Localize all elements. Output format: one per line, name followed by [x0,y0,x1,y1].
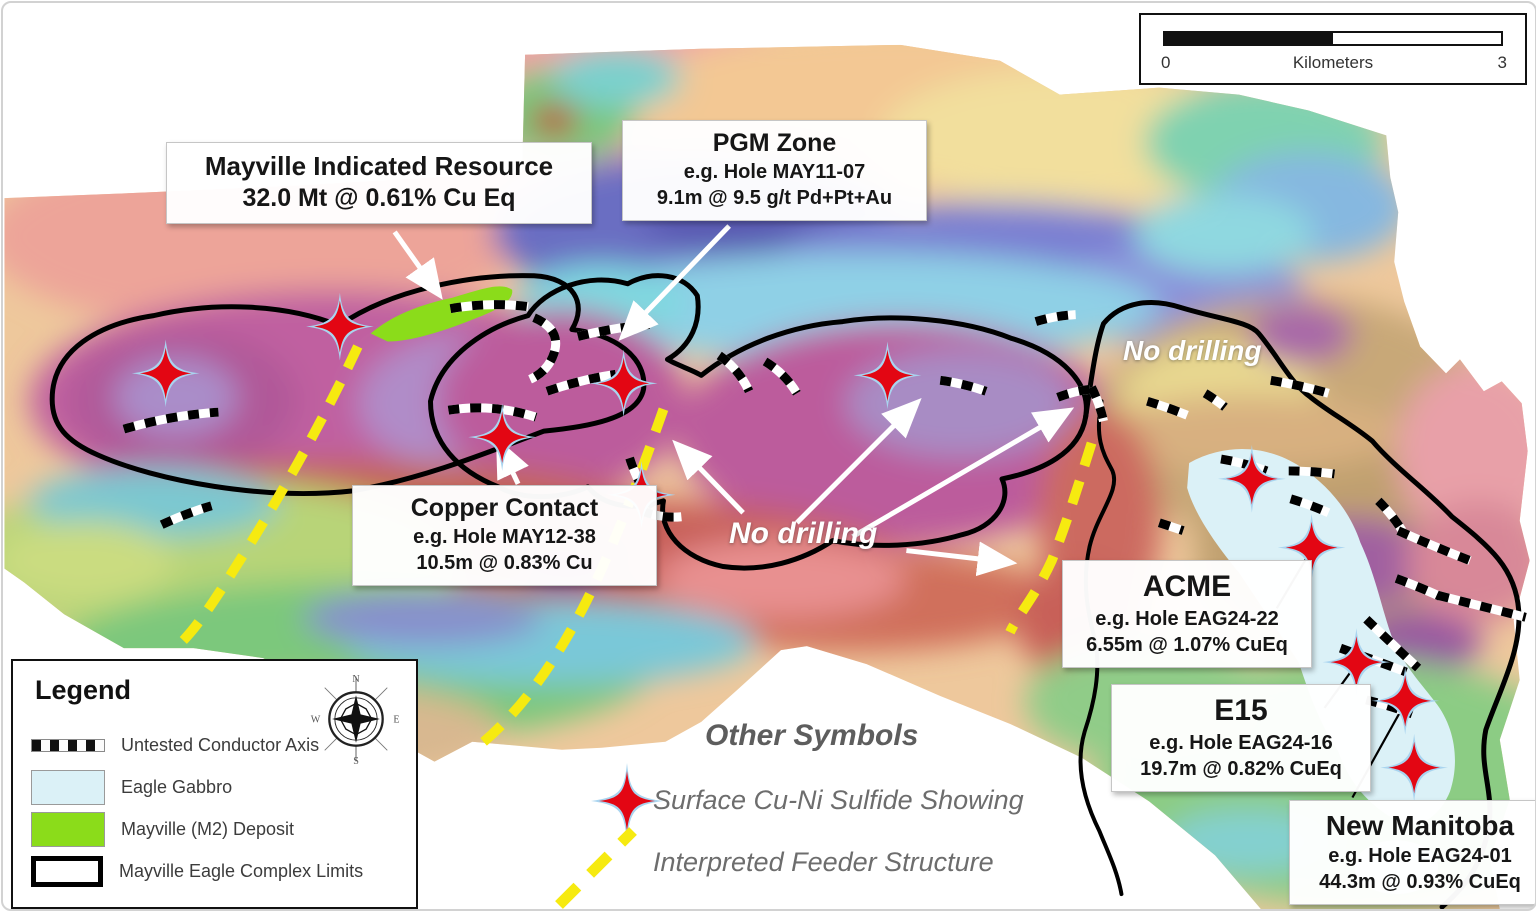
callout-copper-contact: Copper Contact e.g. Hole MAY12-38 10.5m … [352,485,657,587]
conductor-axis-swatch-icon [31,738,105,752]
callout-pgm: PGM Zone e.g. Hole MAY11-07 9.1m @ 9.5 g… [622,120,927,222]
callout-title: E15 [1214,694,1268,727]
callout-acme: ACME e.g. Hole EAG24-22 6.55m @ 1.07% Cu… [1062,560,1312,668]
cu-ni-showing-legend-icon [591,763,663,841]
callout-mayville: Mayville Indicated Resource 32.0 Mt @ 0.… [166,142,592,224]
complex-limits-swatch-icon [31,855,103,887]
callout-title: ACME [1142,570,1232,603]
legend-item-label: Mayville (M2) Deposit [121,818,295,839]
scale-bar: 0 Kilometers 3 [1139,13,1527,85]
feeder-structure-label: Interpreted Feeder Structure [653,847,994,877]
scale-end: 3 [1497,53,1507,72]
feeder-structure-lines [178,344,1097,749]
callout-hole: e.g. Hole EAG24-22 [1095,607,1279,630]
callout-value: 6.55m @ 1.07% CuEq [1086,633,1288,656]
legend-item-gabbro: Eagle Gabbro [31,769,232,805]
callout-title: PGM Zone [712,129,837,157]
callout-value: 19.7m @ 0.82% CuEq [1140,757,1342,780]
annotation-arrows [392,224,1075,577]
legend-item-conductor: Untested Conductor Axis [31,727,319,763]
feeder-structure-legend-icon [555,827,637,909]
no-drilling-label-south: No drilling [729,517,878,550]
callout-value: 9.1m @ 9.5 g/t Pd+Pt+Au [656,187,893,210]
no-drilling-label-north: No drilling [1123,335,1262,366]
callout-title: Mayville Indicated Resource [204,151,554,181]
callout-title: New Manitoba [1325,810,1515,841]
callout-hole: e.g. Hole EAG24-01 [1328,845,1512,867]
callout-hole: e.g. Hole MAY12-38 [413,526,596,549]
legend-panel: Legend N E S W Untested Conductor Axis E… [11,659,418,909]
svg-text:N: N [352,674,360,685]
compass-rose-icon: N E S W [311,674,400,765]
callout-value: 44.3m @ 0.93% CuEq [1319,871,1521,893]
callout-hole: e.g. Hole MAY11-07 [683,161,866,184]
legend-item-complex-limits: Mayville Eagle Complex Limits [31,853,363,889]
callout-title: Copper Contact [410,494,599,522]
legend-item-deposit: Mayville (M2) Deposit [31,811,294,847]
scale-bar-graphic [1163,31,1503,46]
scale-start: 0 [1161,53,1171,72]
callout-value: 10.5m @ 0.83% Cu [416,552,593,575]
legend-item-label: Mayville Eagle Complex Limits [119,860,364,881]
other-symbols-title: Other Symbols [705,719,919,752]
svg-text:E: E [393,715,399,726]
legend-item-label: Eagle Gabbro [121,776,233,797]
scale-unit: Kilometers [1292,53,1374,72]
callout-e15: E15 e.g. Hole EAG24-16 19.7m @ 0.82% CuE… [1111,684,1371,792]
svg-text:W: W [311,715,321,726]
legend-item-label: Untested Conductor Axis [121,734,320,755]
gabbro-swatch-icon [31,769,105,805]
svg-text:S: S [353,756,359,765]
cu-ni-showing-label: Surface Cu-Ni Sulfide Showing [653,785,1024,815]
legend-title: Legend [35,675,132,705]
callout-new-manitoba: New Manitoba e.g. Hole EAG24-01 44.3m @ … [1289,800,1535,905]
m2-deposit-shape [370,286,513,342]
callout-value: 32.0 Mt @ 0.61% Cu Eq [242,183,516,212]
deposit-swatch-icon [31,811,105,847]
callout-hole: e.g. Hole EAG24-16 [1149,731,1333,754]
